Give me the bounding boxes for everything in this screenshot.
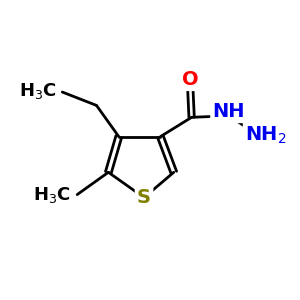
Text: NH: NH xyxy=(212,102,245,121)
Text: S: S xyxy=(137,188,151,207)
Text: H$_3$C: H$_3$C xyxy=(33,184,71,205)
Text: H$_3$C: H$_3$C xyxy=(19,81,56,100)
Text: O: O xyxy=(182,70,198,89)
Text: NH$_2$: NH$_2$ xyxy=(245,124,287,146)
